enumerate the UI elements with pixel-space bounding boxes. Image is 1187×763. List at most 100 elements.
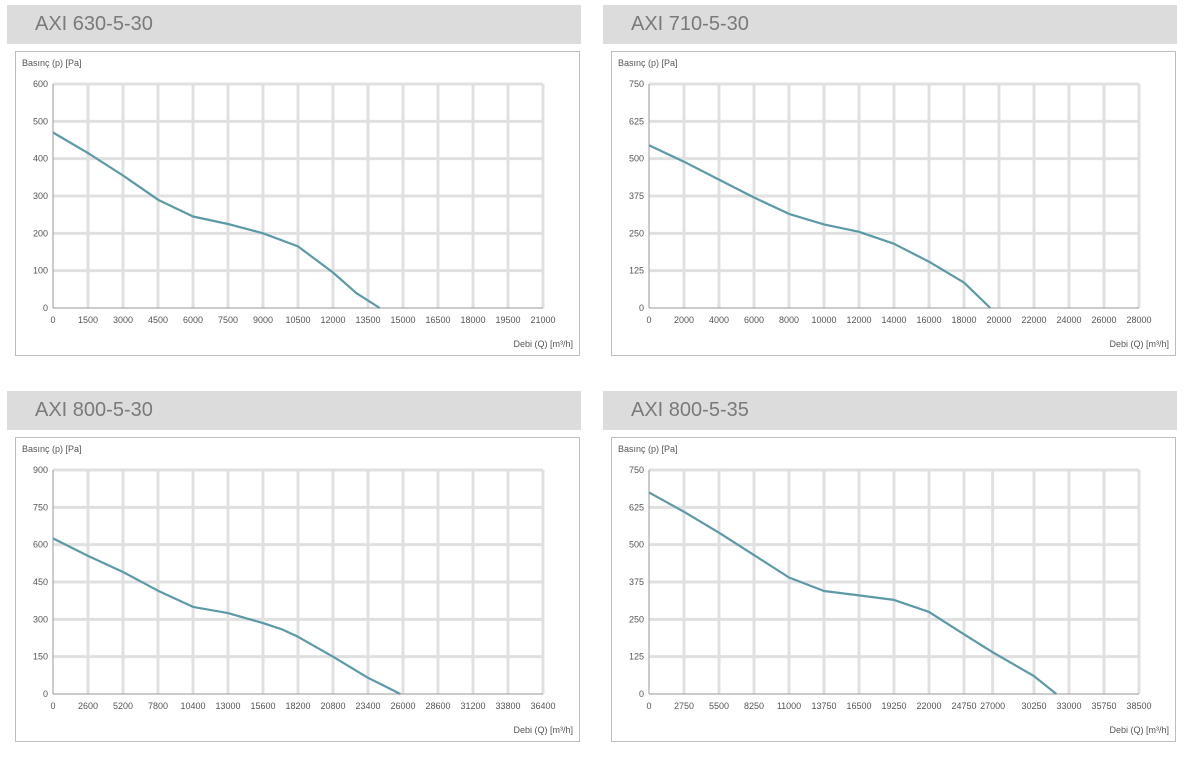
- x-tick-label: 2750: [674, 701, 694, 711]
- y-axis-label: Basınç (p) [Pa]: [618, 58, 678, 68]
- chart-area: Basınç (p) [Pa] 0 125 250 375 500 625 750 0 2750…: [611, 437, 1176, 742]
- x-tick-label: 12000: [846, 315, 871, 325]
- y-tick-label: 125: [629, 266, 644, 276]
- x-tick-label: 33000: [1056, 701, 1081, 711]
- x-tick-label: 0: [646, 701, 651, 711]
- chart-area: Basınç (p) [Pa] 0 125 250 375 500 625 750 0 2000…: [611, 51, 1176, 356]
- y-tick-label: 0: [639, 303, 644, 313]
- x-tick-label: 8000: [779, 315, 799, 325]
- chart-title: AXI 710-5-30: [603, 5, 1177, 44]
- x-tick-label: 19250: [881, 701, 906, 711]
- x-axis-label: Debi (Q) [m³/h]: [1109, 339, 1169, 349]
- series-line: [52, 131, 381, 309]
- x-tick-label: 15600: [250, 701, 275, 711]
- x-tick-label: 26000: [1091, 315, 1116, 325]
- x-tick-label: 5500: [709, 701, 729, 711]
- x-tick-label: 5200: [113, 701, 133, 711]
- x-tick-label: 30250: [1021, 701, 1046, 711]
- x-tick-label: 0: [646, 315, 651, 325]
- x-tick-label: 7500: [218, 315, 238, 325]
- x-tick-label: 13000: [215, 701, 240, 711]
- chart-area: Basınç (p) [Pa] 0 100 200 300 400 500 600 0 1500…: [15, 51, 580, 356]
- x-tick-label: 3000: [113, 315, 133, 325]
- x-tick-label: 4000: [709, 315, 729, 325]
- y-axis-label: Basınç (p) [Pa]: [22, 444, 82, 454]
- x-tick-label: 13750: [811, 701, 836, 711]
- y-tick-label: 500: [33, 116, 48, 126]
- x-tick-label: 14000: [881, 315, 906, 325]
- y-tick-label: 400: [33, 154, 48, 164]
- y-tick-label: 625: [629, 116, 644, 126]
- series-line: [52, 537, 401, 695]
- x-tick-label: 21000: [530, 315, 555, 325]
- y-tick-label: 900: [33, 465, 48, 475]
- y-tick-label: 300: [33, 614, 48, 624]
- chart-area: Basınç (p) [Pa] 0 150 300 450 600 750 900 0 2600…: [15, 437, 580, 742]
- y-tick-label: 250: [629, 614, 644, 624]
- x-axis-label: Debi (Q) [m³/h]: [513, 339, 573, 349]
- x-tick-label: 9000: [253, 315, 273, 325]
- x-tick-label: 0: [50, 315, 55, 325]
- y-tick-label: 450: [33, 577, 48, 587]
- x-tick-label: 8250: [744, 701, 764, 711]
- x-tick-label: 18000: [951, 315, 976, 325]
- chart-panel-1: AXI 630-5-30 Basınç (p) [Pa] 0 100 200 300 4…: [7, 5, 581, 356]
- y-tick-label: 500: [629, 154, 644, 164]
- y-tick-label: 125: [629, 652, 644, 662]
- y-tick-label: 600: [33, 540, 48, 550]
- y-axis-label: Basınç (p) [Pa]: [22, 58, 82, 68]
- y-tick-label: 500: [629, 540, 644, 550]
- x-tick-label: 6000: [183, 315, 203, 325]
- y-tick-label: 0: [639, 689, 644, 699]
- x-tick-label: 16500: [846, 701, 871, 711]
- y-tick-label: 100: [33, 266, 48, 276]
- x-tick-label: 35750: [1091, 701, 1116, 711]
- y-tick-label: 150: [33, 652, 48, 662]
- x-tick-label: 0: [50, 701, 55, 711]
- line-chart: 0 150 300 450 600 750 900 0 2600 5200 7800 10400 130…: [33, 465, 556, 711]
- series-line: [648, 144, 992, 309]
- x-tick-label: 2600: [78, 701, 98, 711]
- x-tick-label: 38500: [1126, 701, 1151, 711]
- x-axis-label: Debi (Q) [m³/h]: [513, 725, 573, 735]
- chart-title: AXI 800-5-30: [7, 391, 581, 430]
- x-tick-label: 20000: [986, 315, 1011, 325]
- y-tick-label: 750: [33, 502, 48, 512]
- chart-panel-4: AXI 800-5-35 Basınç (p) [Pa] 0 125 250 375 5…: [603, 391, 1177, 742]
- y-tick-label: 600: [33, 79, 48, 89]
- series-line: [648, 491, 1057, 695]
- y-tick-label: 750: [629, 465, 644, 475]
- x-tick-label: 18000: [460, 315, 485, 325]
- x-tick-label: 10500: [285, 315, 310, 325]
- x-tick-label: 28000: [1126, 315, 1151, 325]
- x-tick-label: 33800: [495, 701, 520, 711]
- x-tick-label: 2000: [674, 315, 694, 325]
- chart-panel-2: AXI 710-5-30 Basınç (p) [Pa] 0 125 250 375 5…: [603, 5, 1177, 356]
- y-tick-label: 625: [629, 502, 644, 512]
- x-tick-label: 36400: [530, 701, 555, 711]
- x-tick-label: 27000: [980, 701, 1005, 711]
- x-tick-label: 16500: [425, 315, 450, 325]
- x-tick-label: 13500: [355, 315, 380, 325]
- x-tick-label: 22000: [1021, 315, 1046, 325]
- x-tick-label: 4500: [148, 315, 168, 325]
- x-tick-label: 28600: [425, 701, 450, 711]
- x-tick-label: 26000: [390, 701, 415, 711]
- x-tick-label: 20800: [320, 701, 345, 711]
- chart-panel-3: AXI 800-5-30 Basınç (p) [Pa] 0 150 300 450 6…: [7, 391, 581, 742]
- y-tick-label: 375: [629, 577, 644, 587]
- x-tick-label: 11000: [777, 701, 801, 711]
- x-tick-label: 16000: [916, 315, 941, 325]
- chart-title: AXI 630-5-30: [7, 5, 581, 44]
- y-tick-label: 200: [33, 228, 48, 238]
- x-tick-label: 10000: [811, 315, 836, 325]
- y-tick-label: 0: [43, 689, 48, 699]
- x-tick-label: 24750: [951, 701, 976, 711]
- line-chart: 0 125 250 375 500 625 750 0 2750 5500 8250 11000 137…: [629, 465, 1152, 711]
- x-tick-label: 10400: [180, 701, 205, 711]
- x-tick-label: 1500: [78, 315, 98, 325]
- x-tick-label: 19500: [495, 315, 520, 325]
- x-tick-label: 23400: [355, 701, 380, 711]
- chart-title: AXI 800-5-35: [603, 391, 1177, 430]
